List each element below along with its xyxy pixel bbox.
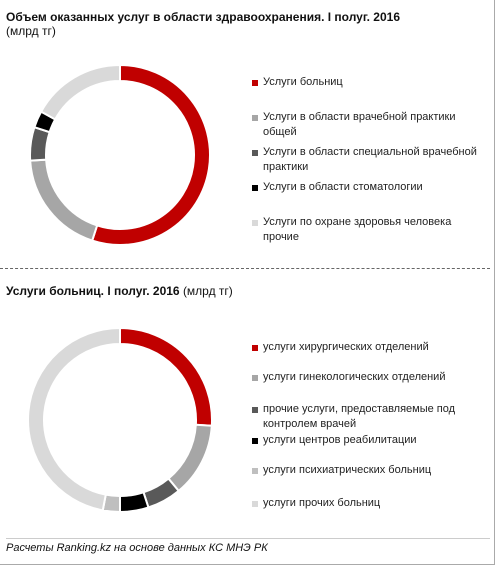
donut-segment	[90, 63, 211, 246]
legend-label: услуги хирургических отделений	[263, 341, 429, 353]
legend-item: Услуги в области врачебной практики обще…	[252, 110, 488, 140]
chart-subtitle: (млрд тг)	[6, 24, 56, 38]
legend-swatch	[252, 345, 258, 351]
legend-item: Услуги в области специальной врачебной п…	[252, 145, 488, 175]
legend-swatch	[252, 468, 258, 474]
donut-segment	[119, 491, 150, 514]
legend-item: услуги хирургических отделений	[252, 340, 488, 355]
legend-swatch	[252, 501, 258, 507]
legend-label: Услуги больниц	[263, 76, 343, 88]
chart-title-block: Объем оказанных услуг в области здравоох…	[6, 10, 400, 38]
legend-label: услуги прочих больниц	[263, 497, 381, 509]
legend-swatch	[252, 407, 258, 413]
donut-segment	[119, 326, 213, 427]
legend-item: Услуги по охране здоровья человека прочи…	[252, 215, 488, 245]
legend-item: прочие услуги, предоставляемые под контр…	[252, 402, 488, 432]
chart-title: Услуги больниц. I полуг. 2016	[6, 284, 180, 298]
legend-label: прочие услуги, предоставляемые под контр…	[263, 403, 456, 430]
legend-swatch	[252, 220, 258, 226]
legend-item: Услуги в области стоматологии	[252, 180, 488, 195]
legend-swatch	[252, 115, 258, 121]
legend-swatch	[252, 185, 258, 191]
legend-item: услуги гинекологических отделений	[252, 370, 488, 385]
legend-label: Услуги по охране здоровья человека прочи…	[263, 216, 452, 243]
legend-label: Услуги в области специальной врачебной п…	[263, 146, 477, 173]
legend-item: услуги прочих больниц	[252, 496, 488, 511]
legend-label: услуги психиатрических больниц	[263, 464, 432, 476]
legend-swatch	[252, 375, 258, 381]
legend-swatch	[252, 438, 258, 444]
chart-subtitle: (млрд тг)	[182, 284, 233, 298]
legend-item: Услуги больниц	[252, 75, 488, 90]
legend-swatch	[252, 80, 258, 86]
donut-segment	[29, 158, 99, 242]
legend-label: Услуги в области врачебной практики обще…	[263, 111, 456, 138]
legend-item: услуги психиатрических больниц	[252, 463, 488, 478]
legend-label: услуги центров реабилитации	[263, 434, 417, 446]
legend-label: Услуги в области стоматологии	[263, 181, 423, 193]
legend-item: услуги центров реабилитации	[252, 433, 488, 448]
separator	[0, 268, 490, 269]
donut-segment	[27, 326, 121, 512]
donut-segment	[39, 63, 121, 121]
donut-segment	[167, 423, 213, 493]
chart-title-block: Услуги больниц. I полуг. 2016 (млрд тг)	[6, 284, 233, 298]
legend-label: услуги гинекологических отделений	[263, 371, 446, 383]
legend-swatch	[252, 150, 258, 156]
chart-title: Объем оказанных услуг в области здравоох…	[6, 10, 400, 24]
source-note: Расчеты Ranking.kz на основе данных КС М…	[6, 538, 490, 562]
